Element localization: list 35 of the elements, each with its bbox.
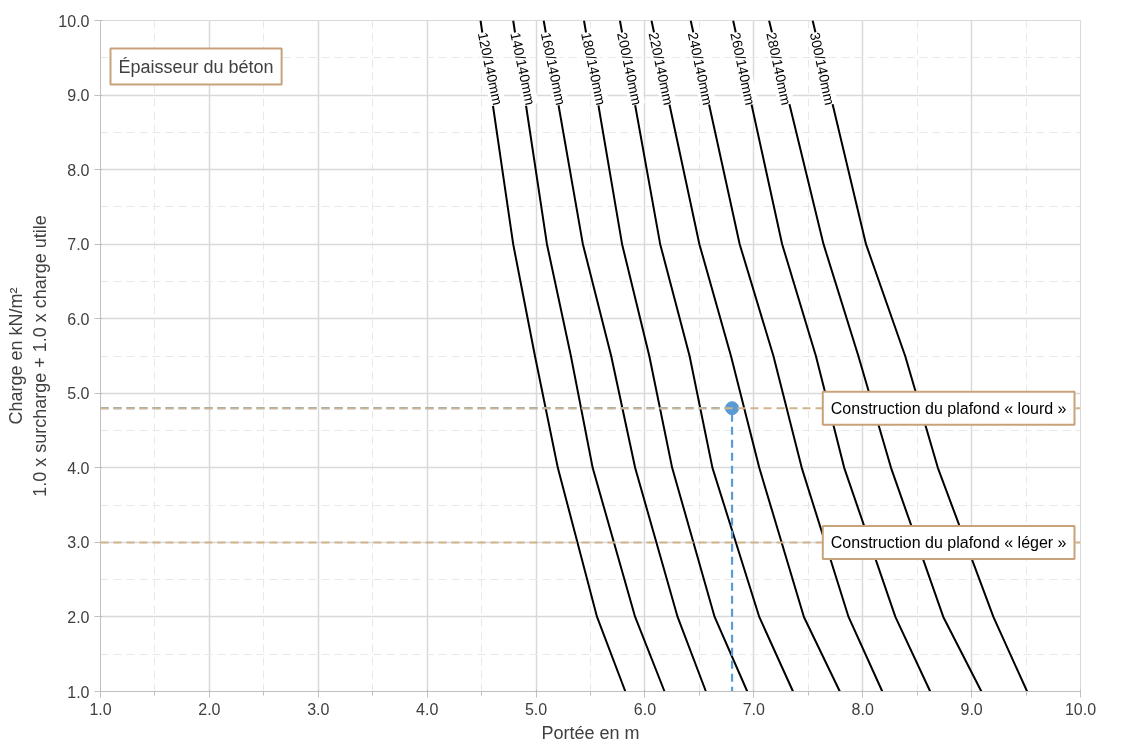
ref-line-label: Construction du plafond « léger » bbox=[830, 533, 1067, 551]
x-axis-title: Portée en m bbox=[541, 722, 640, 743]
y-tick-label: 10.0 bbox=[58, 12, 90, 30]
x-tick-label: 1.0 bbox=[89, 700, 112, 718]
y-tick-label: 3.0 bbox=[67, 534, 90, 552]
x-tick-label: 8.0 bbox=[851, 700, 874, 718]
x-tick-label: 7.0 bbox=[742, 700, 766, 718]
text: 120/140mm bbox=[474, 30, 506, 107]
text: 260/140mm bbox=[727, 30, 759, 107]
x-tick-label: 9.0 bbox=[960, 700, 983, 718]
annotation: Épaisseur du béton bbox=[118, 56, 274, 77]
y-tick-label: 2.0 bbox=[67, 608, 90, 626]
text: 160/140mm bbox=[537, 30, 569, 107]
y-tick-label: 6.0 bbox=[67, 310, 90, 328]
text: 300/140mm bbox=[806, 30, 838, 107]
x-tick-label: 3.0 bbox=[307, 700, 330, 718]
x-tick-label: 5.0 bbox=[524, 700, 548, 718]
text: 280/140mm bbox=[763, 30, 795, 107]
y-axis-title: Charge en kN/m² 1.0 x surcharge + 1.0 x charge utile bbox=[6, 215, 51, 497]
x-tick-label: 4.0 bbox=[416, 700, 439, 718]
y-tick-label: 7.0 bbox=[67, 236, 90, 254]
x-tick-label: 10.0 bbox=[1064, 700, 1097, 718]
y-tick-label: 9.0 bbox=[67, 87, 90, 105]
y-tick-label: 4.0 bbox=[67, 459, 90, 477]
text: 220/140mm bbox=[645, 30, 677, 107]
ref-line-label: Construction du plafond « lourd » bbox=[830, 399, 1067, 417]
y-tick-label: 8.0 bbox=[67, 161, 90, 179]
text: 140/140mm bbox=[507, 30, 539, 107]
x-tick-label: 2.0 bbox=[198, 700, 221, 718]
text: 200/140mm bbox=[614, 30, 646, 107]
x-tick-label: 6.0 bbox=[633, 700, 657, 718]
y-tick-label: 5.0 bbox=[67, 385, 90, 403]
y-tick-label: 1.0 bbox=[67, 683, 90, 701]
text: 240/140mm bbox=[684, 30, 716, 107]
text: 180/140mm bbox=[578, 30, 610, 107]
